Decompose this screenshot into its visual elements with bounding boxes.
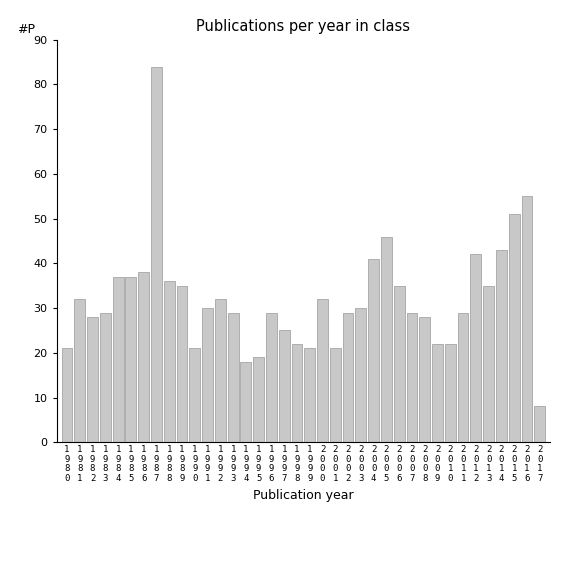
Bar — [534, 407, 545, 442]
Bar — [62, 348, 73, 442]
Bar — [496, 250, 507, 442]
Bar — [164, 281, 175, 442]
Bar — [381, 236, 392, 442]
Bar — [445, 344, 456, 442]
Bar — [138, 272, 149, 442]
Bar — [432, 344, 443, 442]
Bar — [458, 312, 468, 442]
Bar — [240, 362, 251, 442]
Bar — [113, 277, 124, 442]
Bar — [368, 259, 379, 442]
Bar — [522, 196, 532, 442]
Title: Publications per year in class: Publications per year in class — [196, 19, 411, 35]
Bar — [291, 344, 302, 442]
Bar — [471, 255, 481, 442]
Bar — [279, 331, 290, 442]
Bar — [483, 286, 494, 442]
Bar — [100, 312, 111, 442]
Bar — [189, 348, 200, 442]
Bar — [509, 214, 519, 442]
Bar — [356, 308, 366, 442]
Bar — [202, 308, 213, 442]
X-axis label: Publication year: Publication year — [253, 489, 354, 502]
Bar — [304, 348, 315, 442]
Bar — [215, 299, 226, 442]
Bar — [125, 277, 136, 442]
Bar — [317, 299, 328, 442]
Text: #P: #P — [17, 23, 35, 36]
Bar — [253, 357, 264, 442]
Bar — [227, 312, 239, 442]
Bar — [407, 312, 417, 442]
Bar — [87, 317, 98, 442]
Bar — [342, 312, 353, 442]
Bar — [151, 66, 162, 442]
Bar — [74, 299, 85, 442]
Bar — [420, 317, 430, 442]
Bar — [330, 348, 341, 442]
Bar — [393, 286, 405, 442]
Bar — [266, 312, 277, 442]
Bar — [176, 286, 187, 442]
